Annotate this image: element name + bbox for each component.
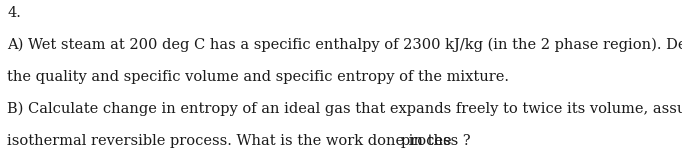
Text: process ?: process ? (401, 134, 471, 148)
Text: A) Wet steam at 200 deg C has a specific enthalpy of 2300 kJ/kg (in the 2 phase : A) Wet steam at 200 deg C has a specific… (8, 38, 682, 52)
Text: B) Calculate change in entropy of an ideal gas that expands freely to twice its : B) Calculate change in entropy of an ide… (8, 102, 682, 116)
Text: the quality and specific volume and specific entropy of the mixture.: the quality and specific volume and spec… (8, 70, 509, 84)
Text: isothermal reversible process. What is the work done in the: isothermal reversible process. What is t… (8, 134, 457, 148)
Text: 4.: 4. (8, 6, 21, 20)
